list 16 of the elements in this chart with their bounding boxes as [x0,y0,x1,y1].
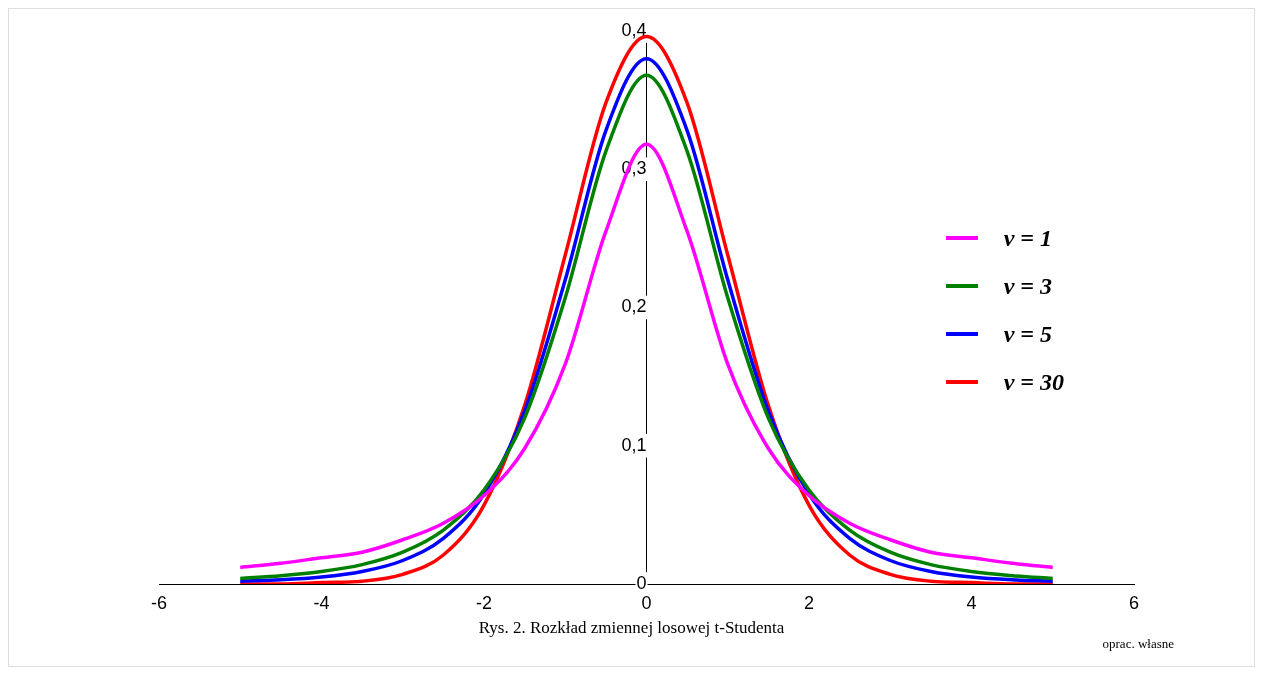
y-tick-label: 0 [636,572,647,593]
x-tick-label: 6 [1128,592,1140,613]
x-tick-label: -2 [475,592,493,613]
x-tick-label: 4 [966,592,977,613]
legend-label: v = 5 [1003,320,1052,348]
legend-label: v = 3 [1003,272,1052,300]
x-tick-label: 2 [803,592,815,613]
y-tick-label: 0,1 [621,434,647,455]
x-tick-label: -6 [150,592,168,613]
y-tick-label: 0,2 [621,296,647,317]
legend-label: v = 1 [1003,224,1052,252]
text: oprac. własne [1102,636,1174,652]
text: Rys. 2. Rozkład zmiennej losowej t-Studenta [478,618,785,637]
y-tick-label: 0,4 [621,19,647,40]
legend-label: v = 30 [1003,368,1064,396]
x-tick-label: -4 [313,592,330,613]
